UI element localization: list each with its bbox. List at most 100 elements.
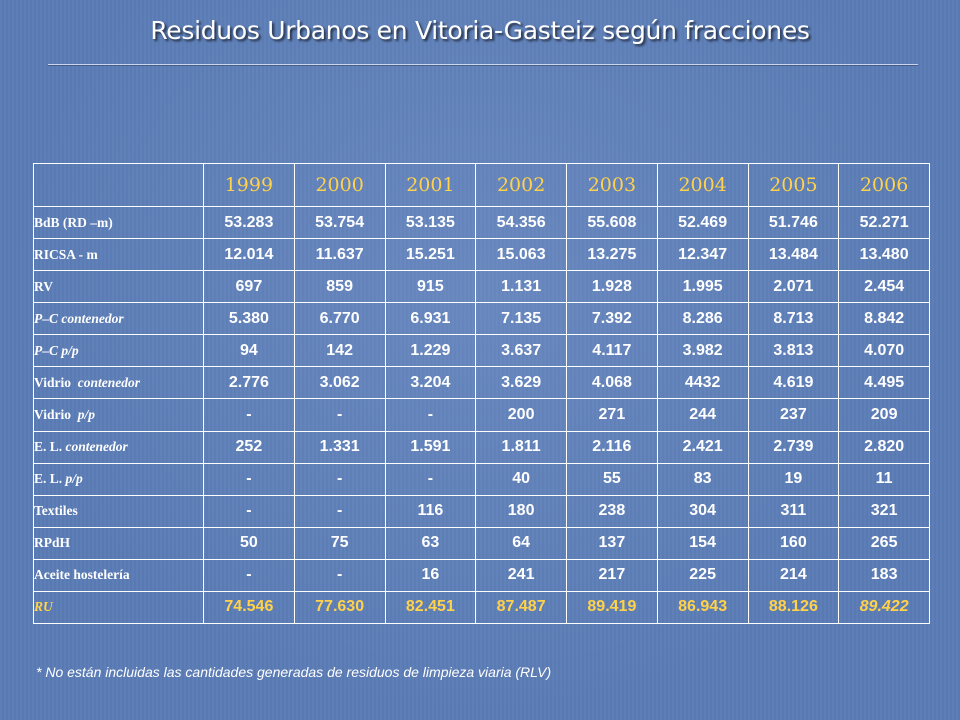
row-label: Vidrio p/p [33, 398, 204, 432]
table-cell: 13.480 [838, 238, 930, 272]
row-label: P–C contenedor [33, 302, 204, 336]
table-cell: 52.469 [656, 206, 749, 240]
table-cell: - [203, 558, 295, 592]
table-row: Aceite hostelería - - 16 241 217 225 214… [33, 558, 930, 592]
total-cell: 89.419 [566, 590, 658, 625]
table-cell: 252 [203, 430, 295, 464]
table-row: RPdH 50 75 63 64 137 154 160 265 [33, 526, 930, 560]
table-cell: 3.062 [293, 366, 386, 400]
total-cell: 89.422 [838, 590, 930, 625]
table-cell: 3.629 [475, 366, 567, 400]
table-cell: 1.229 [384, 334, 477, 368]
table-cell: 53.135 [384, 206, 477, 240]
table-row: Vidrio contenedor 2.776 3.062 3.204 3.62… [33, 366, 930, 400]
total-cell: 88.126 [747, 590, 840, 625]
table-cell: 15.251 [384, 238, 477, 272]
table-cell: 53.754 [293, 206, 386, 240]
row-label: BdB (RD –m) [33, 206, 204, 240]
table-row: P–C contenedor 5.380 6.770 6.931 7.135 7… [33, 302, 930, 336]
table-cell: 16 [384, 558, 477, 592]
table-cell: - [384, 462, 477, 496]
table-cell: 241 [475, 558, 567, 592]
table-row: RV 697 859 915 1.131 1.928 1.995 2.071 2… [33, 270, 930, 304]
row-label-qualifier: p/p [65, 471, 83, 487]
waste-fractions-table: 1999 2000 2001 2002 2003 2004 2005 2006 … [33, 162, 930, 625]
table-cell: 6.931 [384, 302, 477, 336]
table-cell: 12.347 [656, 238, 749, 272]
row-label-qualifier: contenedor [77, 374, 140, 390]
table-cell: 271 [566, 398, 658, 432]
row-label: E. L. p/p [33, 462, 204, 496]
table-cell: 83 [656, 462, 749, 496]
year-header: 2005 [747, 162, 840, 208]
table-cell: 200 [475, 398, 567, 432]
table-cell: 51.746 [747, 206, 840, 240]
table-cell: 64 [475, 526, 567, 560]
table-cell: 3.637 [475, 334, 567, 368]
table-cell: 183 [838, 558, 930, 592]
table-cell: 4.070 [838, 334, 930, 368]
table-cell: 55 [566, 462, 658, 496]
total-cell: 87.487 [475, 590, 567, 625]
table-cell: 244 [656, 398, 749, 432]
table-cell: - [293, 494, 386, 528]
row-label: Textiles [33, 494, 204, 528]
table-cell: 11.637 [293, 238, 386, 272]
year-header: 2000 [293, 162, 386, 208]
row-label-main: Vidrio [34, 406, 72, 422]
table-cell: 697 [203, 270, 295, 304]
table-cell: 40 [475, 462, 567, 496]
table-row: Textiles - - 116 180 238 304 311 321 [33, 494, 930, 528]
table-cell: 4432 [656, 366, 749, 400]
table-cell: 3.204 [384, 366, 477, 400]
slide-title: Residuos Urbanos en Vitoria-Gasteiz segú… [150, 16, 810, 45]
row-label: E. L. contenedor [33, 430, 204, 464]
table-cell: 304 [656, 494, 749, 528]
table-cell: 15.063 [475, 238, 567, 272]
table-cell: 7.392 [566, 302, 658, 336]
table-cell: 214 [747, 558, 840, 592]
table-cell: 859 [293, 270, 386, 304]
table-row: P–C p/p 94 142 1.229 3.637 4.117 3.982 3… [33, 334, 930, 368]
table-cell: 6.770 [293, 302, 386, 336]
table-cell: 321 [838, 494, 930, 528]
table-cell: 142 [293, 334, 386, 368]
table-cell: 209 [838, 398, 930, 432]
year-header: 2001 [384, 162, 477, 208]
table-cell: 154 [656, 526, 749, 560]
footnote: * No están incluidas las cantidades gene… [36, 664, 552, 680]
table-cell: 225 [656, 558, 749, 592]
table-cell: 2.116 [566, 430, 658, 464]
table-cell: 4.068 [566, 366, 658, 400]
table-cell: 2.454 [838, 270, 930, 304]
table-cell: 7.135 [475, 302, 567, 336]
table-cell: 63 [384, 526, 477, 560]
row-label: Vidrio contenedor [33, 366, 204, 400]
table-cell: 2.071 [747, 270, 840, 304]
table-cell: 55.608 [566, 206, 658, 240]
table-cell: 265 [838, 526, 930, 560]
table-cell: 19 [747, 462, 840, 496]
table-cell: 217 [566, 558, 658, 592]
total-cell: 82.451 [384, 590, 477, 625]
table-cell: 311 [747, 494, 840, 528]
row-label: RICSA - m [33, 238, 204, 272]
year-header: 1999 [203, 162, 295, 208]
table-cell: 237 [747, 398, 840, 432]
table-cell: 2.739 [747, 430, 840, 464]
row-label: RV [33, 270, 204, 304]
table-cell: 50 [203, 526, 295, 560]
table-cell: 52.271 [838, 206, 930, 240]
table-cell: 75 [293, 526, 386, 560]
table-cell: 13.275 [566, 238, 658, 272]
table-cell: - [293, 462, 386, 496]
table-cell: 1.591 [384, 430, 477, 464]
table-cell: 53.283 [203, 206, 295, 240]
row-label: Aceite hostelería [33, 558, 204, 592]
row-label-qualifier: contenedor [65, 439, 128, 455]
row-label-qualifier: p/p [77, 406, 96, 422]
table-cell: 1.331 [293, 430, 386, 464]
table-cell: - [203, 398, 295, 432]
table-cell: 4.619 [747, 366, 840, 400]
table-cell: 94 [203, 334, 295, 368]
